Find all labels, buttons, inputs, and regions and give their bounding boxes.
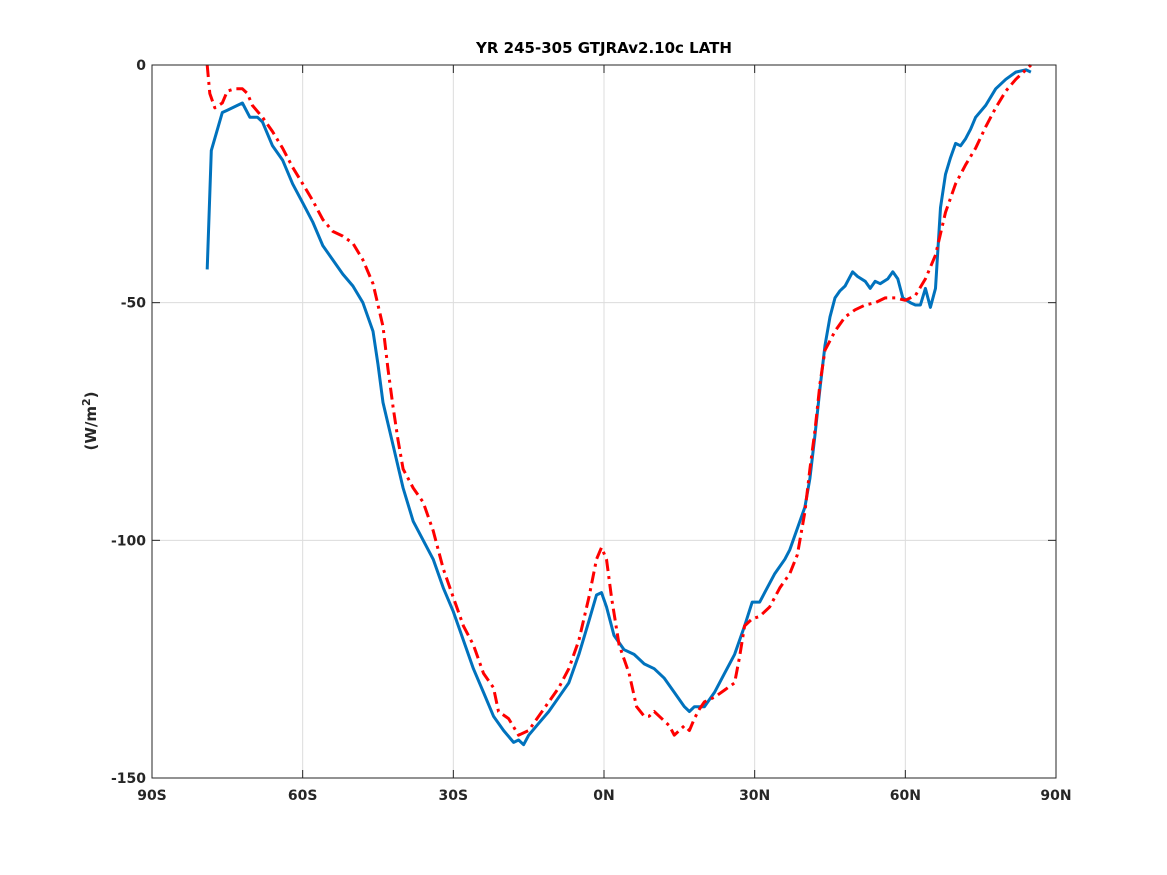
x-tick-label: 60N [890, 788, 921, 804]
y-tick-label: -100 [111, 533, 146, 549]
x-tick-label: 90N [1040, 788, 1071, 804]
y-axis-label-superscript: 2 [80, 398, 93, 406]
series-lines [205, 63, 1032, 747]
series-line-1 [205, 68, 1032, 747]
axis-ticks [151, 64, 1057, 779]
y-tick-label: 0 [136, 58, 146, 74]
x-tick-label: 60S [288, 788, 318, 804]
x-tick-label: 30S [439, 788, 469, 804]
x-tick-label: 30N [739, 788, 770, 804]
chart-title: YR 245-305 GTJRAv2.10c LATH [475, 39, 732, 57]
series-line-2 [205, 63, 1032, 737]
x-tick-label: 90S [137, 788, 167, 804]
tick-labels: 90S 60S 30S 0N 30N 60N 90N 0 -50 -100 -150 [111, 58, 1072, 804]
y-tick-label: -50 [121, 296, 147, 312]
y-axis-label-main: (W/m [82, 406, 100, 451]
x-tick-label: 0N [593, 788, 614, 804]
y-axis-label-close: ) [82, 391, 100, 398]
y-tick-label: -150 [111, 771, 146, 787]
y-axis-label: (W/m2) [80, 391, 100, 450]
